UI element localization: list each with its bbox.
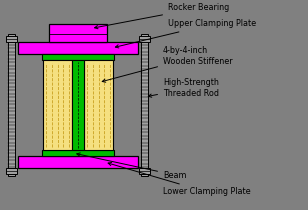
Bar xyxy=(139,168,150,174)
Bar xyxy=(72,60,84,150)
Bar xyxy=(49,24,107,42)
Bar xyxy=(42,54,114,60)
Bar xyxy=(6,168,17,174)
Text: 4-by-4-inch
Wooden Stiffener: 4-by-4-inch Wooden Stiffener xyxy=(102,46,233,82)
Text: Lower Clamping Plate: Lower Clamping Plate xyxy=(108,163,251,197)
Bar xyxy=(18,156,138,168)
Bar xyxy=(43,60,72,150)
Bar xyxy=(6,36,17,42)
Bar xyxy=(141,34,148,176)
Text: Beam: Beam xyxy=(77,153,187,180)
Bar xyxy=(139,36,150,42)
Bar xyxy=(8,34,15,176)
Text: Upper Clamping Plate: Upper Clamping Plate xyxy=(116,20,256,48)
Bar xyxy=(42,150,114,156)
Text: Rocker Bearing: Rocker Bearing xyxy=(95,4,229,29)
Text: High-Strength
Threaded Rod: High-Strength Threaded Rod xyxy=(148,78,219,98)
Bar xyxy=(18,42,138,54)
Bar xyxy=(84,60,113,150)
